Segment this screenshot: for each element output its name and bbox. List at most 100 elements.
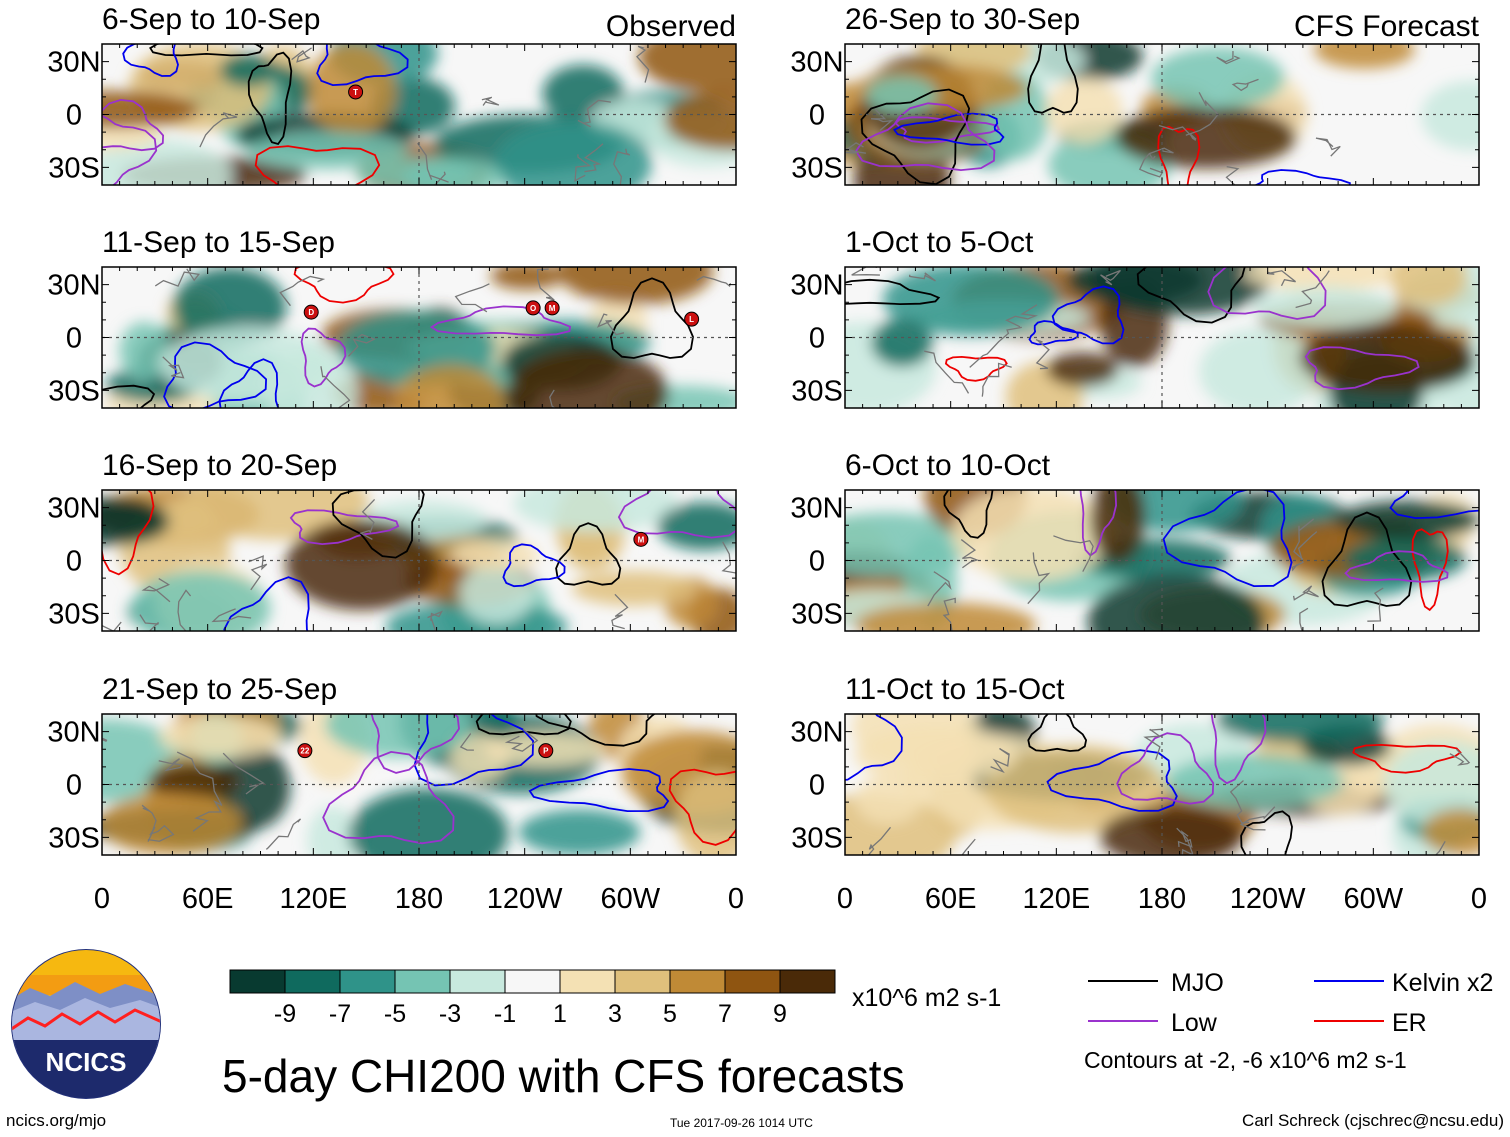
y-tick-label: 30N bbox=[47, 270, 100, 302]
colorbar-swatch bbox=[724, 969, 781, 994]
y-tick-label: 30S bbox=[48, 598, 100, 630]
panel-7: 30N 0 30S 6-Oct to 10-Oct bbox=[790, 449, 1480, 632]
y-tick-label: 0 bbox=[66, 770, 82, 802]
y-tick-label: 30S bbox=[48, 375, 100, 407]
storm-label: M bbox=[638, 535, 645, 544]
colorbar-tick-label: -3 bbox=[439, 1000, 461, 1028]
anomaly-field bbox=[102, 714, 736, 855]
x-tick-label: 0 bbox=[837, 883, 853, 915]
colorbar-tick-label: -7 bbox=[329, 1000, 351, 1028]
colorbar-tick-label: -5 bbox=[384, 1000, 406, 1028]
x-tick-label: 60W bbox=[601, 883, 661, 915]
y-tick-label: 30N bbox=[790, 47, 843, 79]
y-tick-label: 0 bbox=[66, 323, 82, 355]
y-tick-label: 30S bbox=[791, 375, 843, 407]
observed-label: Observed bbox=[606, 10, 736, 43]
y-tick-label: 30S bbox=[791, 598, 843, 630]
colorbar-swatch bbox=[339, 969, 396, 994]
legend-label-er: ER bbox=[1392, 1009, 1427, 1037]
anomaly-field bbox=[845, 490, 1479, 631]
x-axis-right: 0 60E 120E 180 120W 60W 0 bbox=[837, 883, 1487, 915]
panel-title: 6-Sep to 10-Sep bbox=[102, 3, 320, 36]
y-tick-label: 30N bbox=[790, 717, 843, 749]
y-tick-label: 30N bbox=[47, 47, 100, 79]
colorbar-swatch bbox=[284, 969, 341, 994]
storm-marker bbox=[684, 311, 700, 327]
panel-title: 21-Sep to 25-Sep bbox=[102, 673, 337, 706]
colorbar-swatch bbox=[449, 969, 506, 994]
legend-label-kelvin: Kelvin x2 bbox=[1392, 969, 1493, 997]
y-tick-label: 30N bbox=[47, 717, 100, 749]
anomaly-field bbox=[845, 714, 1479, 855]
storm-label: 22 bbox=[300, 747, 309, 756]
y-tick-label: 0 bbox=[66, 546, 82, 578]
panel-title: 26-Sep to 30-Sep bbox=[845, 3, 1080, 36]
storm-marker bbox=[633, 531, 649, 547]
x-tick-label: 0 bbox=[1471, 883, 1487, 915]
x-tick-label: 120E bbox=[279, 883, 347, 915]
y-tick-label: 0 bbox=[809, 546, 825, 578]
storm-label: O bbox=[530, 304, 536, 313]
y-tick-label: 30N bbox=[790, 493, 843, 525]
colorbar-tick-label: 7 bbox=[718, 1000, 732, 1028]
y-tick-label: 30N bbox=[47, 493, 100, 525]
storm-marker bbox=[303, 304, 319, 320]
storm-marker bbox=[538, 743, 554, 759]
colorbar-swatch bbox=[504, 969, 561, 994]
panel-6: 30N 0 30S 1-Oct to 5-Oct bbox=[790, 226, 1480, 409]
colorbar-tick-label: 9 bbox=[773, 1000, 787, 1028]
panel-8: 30N 0 30S 11-Oct to 15-Oct bbox=[790, 673, 1480, 856]
storm-marker bbox=[525, 300, 541, 316]
legend-label-mjo: MJO bbox=[1171, 969, 1224, 997]
y-tick-label: 30S bbox=[48, 822, 100, 854]
storm-marker bbox=[297, 743, 313, 759]
footer-timestamp: Tue 2017-09-26 1014 UTC bbox=[670, 1116, 813, 1130]
panel-title: 1-Oct to 5-Oct bbox=[845, 226, 1034, 259]
colorbar-swatch bbox=[559, 969, 616, 994]
footer-author: Carl Schreck (cjschrec@ncsu.edu) bbox=[1242, 1111, 1504, 1130]
y-tick-label: 0 bbox=[809, 323, 825, 355]
colorbar-swatch bbox=[614, 969, 671, 994]
colorbar: -9 -7 -5 -3 -1 1 3 5 7 9 bbox=[229, 969, 836, 1028]
colorbar-swatch bbox=[669, 969, 726, 994]
storm-markers: T D O M L M 22 P bbox=[297, 84, 700, 759]
legend: MJO Kelvin x2 Low ER Contours at -2, -6 … bbox=[1084, 969, 1493, 1073]
x-tick-label: 120E bbox=[1022, 883, 1090, 915]
storm-label: T bbox=[353, 88, 358, 97]
forecast-label: CFS Forecast bbox=[1294, 10, 1480, 43]
anomaly-field bbox=[102, 490, 736, 631]
y-tick-label: 0 bbox=[809, 770, 825, 802]
colorbar-tick-label: 5 bbox=[663, 1000, 677, 1028]
colorbar-units: x10^6 m2 s-1 bbox=[852, 984, 1001, 1012]
colorbar-tick-label: 3 bbox=[608, 1000, 622, 1028]
panel-3: 30N 0 30S 16-Sep to 20-Sep bbox=[47, 449, 737, 632]
x-tick-label: 60E bbox=[925, 883, 977, 915]
legend-label-low: Low bbox=[1171, 1009, 1218, 1037]
panel-4: 30N 0 30S 21-Sep to 25-Sep bbox=[47, 673, 737, 856]
panel-title: 6-Oct to 10-Oct bbox=[845, 449, 1051, 482]
y-tick-label: 0 bbox=[809, 100, 825, 132]
x-tick-label: 0 bbox=[94, 883, 110, 915]
storm-label: P bbox=[543, 747, 549, 756]
anomaly-field bbox=[845, 44, 1479, 185]
storm-label: M bbox=[549, 304, 556, 313]
colorbar-tick-label: -1 bbox=[494, 1000, 516, 1028]
footer-url: ncics.org/mjo bbox=[6, 1111, 106, 1130]
logo-text: NCICS bbox=[46, 1047, 127, 1077]
panel-1: 30N 0 30S 6-Sep to 10-Sep Observed bbox=[47, 3, 737, 186]
y-tick-label: 30S bbox=[791, 152, 843, 184]
anomaly-field bbox=[845, 267, 1479, 408]
x-tick-label: 120W bbox=[487, 883, 563, 915]
x-axis-left: 0 60E 120E 180 120W 60W 0 bbox=[94, 883, 744, 915]
storm-marker bbox=[348, 84, 364, 100]
colorbar-swatch bbox=[779, 969, 836, 994]
colorbar-swatch bbox=[394, 969, 451, 994]
storm-marker bbox=[544, 300, 560, 316]
panel-title: 11-Sep to 15-Sep bbox=[102, 226, 335, 259]
y-tick-label: 30S bbox=[791, 822, 843, 854]
x-tick-label: 0 bbox=[728, 883, 744, 915]
panel-2: 30N 0 30S 11-Sep to 15-Sep bbox=[47, 226, 737, 409]
colorbar-tick-label: 1 bbox=[553, 1000, 567, 1028]
x-tick-label: 180 bbox=[395, 883, 443, 915]
panels-layer: 30N 0 30S 6-Sep to 10-Sep Observed 30N 0 30S 11-… bbox=[47, 3, 1480, 856]
